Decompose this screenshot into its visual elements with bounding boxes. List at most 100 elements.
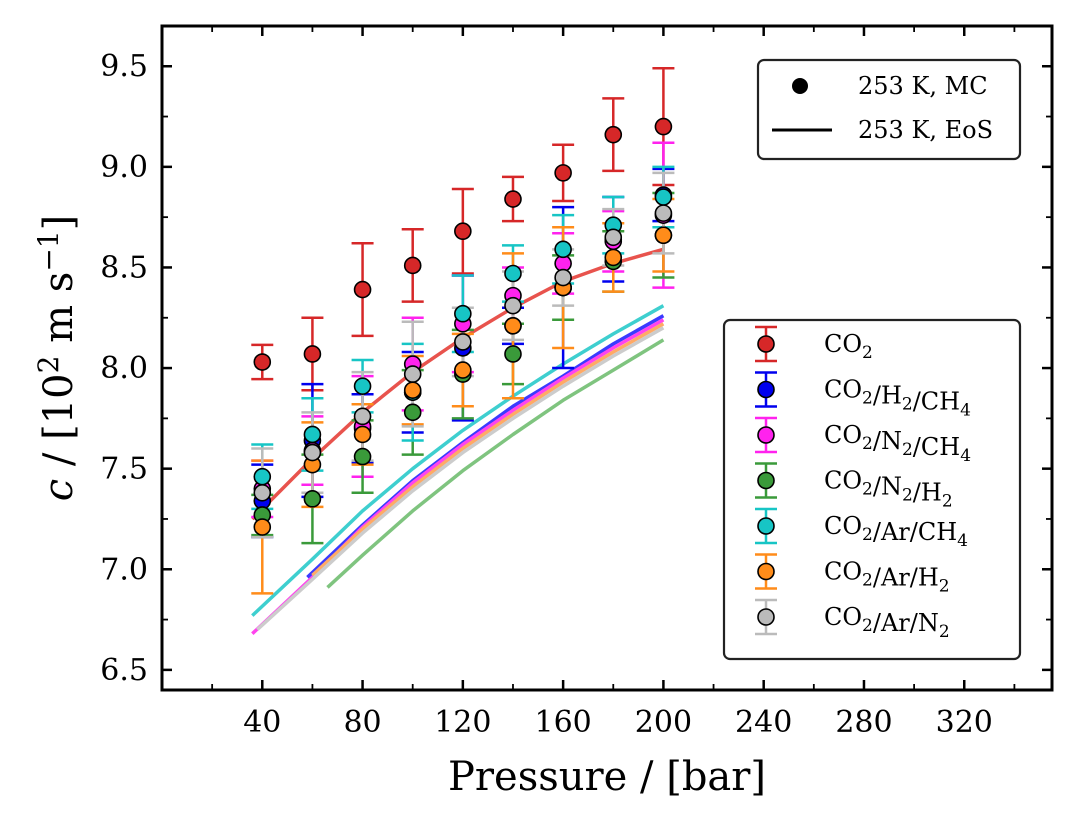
marker-6-4 bbox=[454, 333, 472, 351]
legend-text-part: CO bbox=[824, 330, 862, 358]
y-tick-label: 9.0 bbox=[100, 150, 148, 185]
marker-4-8 bbox=[654, 188, 673, 206]
legend-subscript: 2 bbox=[902, 395, 913, 415]
marker-3-3 bbox=[403, 403, 422, 422]
eos-line-6 bbox=[256, 326, 665, 631]
y-axis-unit-mid: m s bbox=[36, 272, 82, 356]
y-axis-symbol: c bbox=[36, 479, 82, 501]
y-tick-label: 9.5 bbox=[100, 49, 148, 84]
x-tick-label: 160 bbox=[534, 705, 591, 740]
eos-line-5 bbox=[311, 322, 665, 577]
marker-6-7 bbox=[604, 228, 623, 247]
marker-0-3 bbox=[403, 256, 422, 275]
marker-0-2 bbox=[353, 280, 372, 299]
x-tick-label: 40 bbox=[243, 705, 281, 740]
marker-4-0 bbox=[253, 467, 272, 486]
legend-text-part: CO bbox=[824, 376, 862, 404]
legend-series-marker bbox=[757, 517, 775, 535]
data-markers-group bbox=[253, 117, 673, 536]
legend-series: CO2CO2/H2/CH4CO2/N2/CH4CO2/N2/H2CO2/Ar/C… bbox=[722, 318, 1022, 661]
x-tick-label: 320 bbox=[936, 705, 993, 740]
marker-6-8 bbox=[654, 204, 673, 222]
legend-subscript: 4 bbox=[960, 446, 971, 466]
legend-method-label: 253 K, MC bbox=[858, 72, 988, 100]
legend-text-part: CO bbox=[824, 603, 862, 631]
marker-5-7 bbox=[604, 248, 623, 267]
marker-0-5 bbox=[504, 190, 522, 208]
marker-5-0 bbox=[253, 518, 272, 536]
marker-5-5 bbox=[504, 317, 522, 335]
marker-6-5 bbox=[504, 296, 522, 315]
x-tick-label: 120 bbox=[434, 705, 491, 740]
marker-6-3 bbox=[403, 365, 422, 383]
x-axis-title: Pressure / [bar] bbox=[448, 754, 766, 800]
legend-subscript: 2 bbox=[902, 486, 913, 506]
eos-lines-group bbox=[251, 247, 665, 635]
marker-3-5 bbox=[504, 345, 522, 363]
legend-series-label: CO2/Ar/H2 bbox=[824, 558, 950, 597]
legend-subscript: 4 bbox=[960, 401, 971, 421]
legend-series-box bbox=[722, 318, 1022, 661]
marker-6-1 bbox=[303, 443, 322, 462]
legend-subscript: 2 bbox=[902, 440, 913, 460]
legend-marker-symbol bbox=[792, 78, 808, 94]
x-tick-label: 280 bbox=[835, 705, 892, 740]
marker-5-3 bbox=[403, 381, 422, 399]
marker-4-4 bbox=[454, 304, 472, 323]
legend-series-marker bbox=[757, 608, 775, 626]
marker-0-1 bbox=[303, 345, 322, 363]
legend-series-marker bbox=[757, 562, 775, 581]
legend-method-box bbox=[756, 58, 1022, 161]
marker-6-0 bbox=[253, 484, 272, 502]
legend-subscript: 4 bbox=[957, 531, 968, 551]
marker-4-2 bbox=[353, 377, 372, 395]
marker-5-8 bbox=[654, 226, 673, 245]
legend-subscript: 2 bbox=[862, 525, 873, 545]
marker-5-4 bbox=[454, 361, 472, 379]
marker-6-6 bbox=[554, 268, 572, 287]
eos-line-4 bbox=[251, 304, 665, 617]
legend-series-marker bbox=[757, 335, 775, 353]
legend-text-part: /Ar/CH bbox=[873, 518, 957, 546]
y-tick-label: 8.5 bbox=[100, 250, 148, 285]
legend-series-label: CO2/Ar/N2 bbox=[824, 603, 950, 642]
marker-4-5 bbox=[504, 264, 522, 283]
y-axis-exp2: −1 bbox=[32, 230, 65, 271]
legend-text-part: CO bbox=[824, 512, 862, 540]
legend-subscript: 2 bbox=[862, 480, 873, 500]
y-axis-title: c / [102 m s−1] bbox=[32, 215, 82, 501]
x-tick-label: 80 bbox=[343, 705, 381, 740]
legend-subscript: 2 bbox=[862, 389, 873, 409]
legend-series-marker bbox=[757, 471, 775, 490]
legend-text-part: /N bbox=[873, 427, 902, 455]
legend-series-label: CO2 bbox=[824, 330, 873, 363]
plot-frame bbox=[160, 24, 1054, 692]
legend-text-part: CO bbox=[824, 421, 862, 449]
legend-text-part: /CH bbox=[913, 388, 960, 416]
legend-text-part: CO bbox=[824, 558, 862, 586]
marker-0-4 bbox=[454, 222, 472, 241]
marker-5-2 bbox=[353, 425, 372, 444]
y-axis-exp1: 2 bbox=[32, 356, 65, 374]
legend-subscript: 2 bbox=[939, 622, 950, 642]
marker-0-6 bbox=[554, 164, 572, 182]
legend-text-part: /N bbox=[873, 473, 902, 501]
legend-method-label: 253 K, EoS bbox=[858, 116, 993, 144]
y-tick-label: 8.0 bbox=[100, 351, 148, 386]
y-tick-label: 7.0 bbox=[100, 552, 148, 587]
eos-line-3 bbox=[326, 338, 665, 589]
legend-series-label: CO2/N2/H2 bbox=[824, 467, 953, 512]
marker-3-1 bbox=[303, 490, 322, 508]
legend-series-marker bbox=[757, 426, 775, 444]
y-axis-unit-start: / [10 bbox=[36, 373, 82, 478]
axis-ticks-group: 40 80 120 160 200 240 280 320 6.5 7.0 7.5 8.0 8.5 9.0… bbox=[100, 26, 1052, 740]
legend-subscript: 2 bbox=[862, 616, 873, 636]
y-axis-unit-end: ] bbox=[36, 215, 82, 231]
legend-series-label: CO2/N2/CH4 bbox=[824, 421, 971, 466]
legend-series-marker bbox=[757, 380, 775, 399]
legend-series-label: CO2/H2/CH4 bbox=[824, 376, 971, 421]
legend-subscript: 2 bbox=[862, 343, 873, 363]
legend-text-part: /H bbox=[913, 479, 942, 507]
marker-0-7 bbox=[604, 125, 623, 144]
